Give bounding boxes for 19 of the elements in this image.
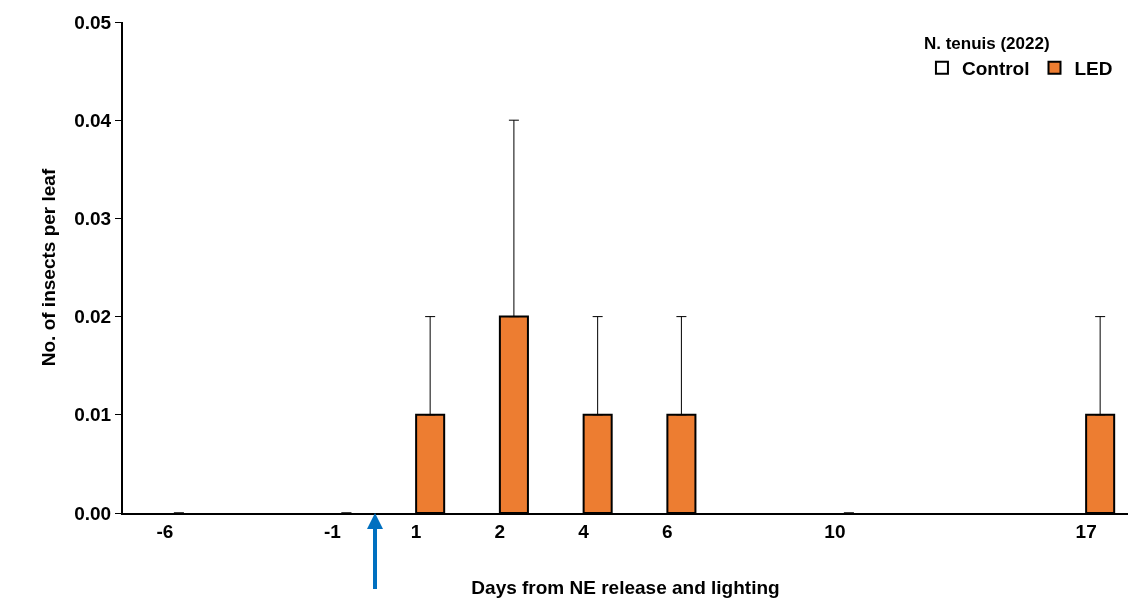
y-axis-title: No. of insects per leaf bbox=[37, 168, 59, 367]
y-tick-label: 0.01 bbox=[74, 404, 112, 426]
x-axis-title: Days from NE release and lighting bbox=[471, 577, 780, 599]
x-tick-label: 6 bbox=[662, 520, 673, 542]
legend-title: N. tenuis (2022) bbox=[923, 34, 1050, 54]
x-tick-label: 4 bbox=[578, 520, 590, 542]
x-tick-label: 10 bbox=[824, 520, 846, 542]
y-tick-label: 0.00 bbox=[74, 502, 112, 524]
x-tick-label: 2 bbox=[494, 520, 506, 542]
x-tick-label: -1 bbox=[323, 520, 342, 542]
x-tick-label: -6 bbox=[156, 520, 174, 542]
x-tick-label: 1 bbox=[410, 520, 422, 542]
legend-label: LED bbox=[1074, 58, 1113, 80]
y-tick-label: 0.04 bbox=[74, 109, 112, 131]
y-tick-label: 0.03 bbox=[74, 208, 112, 230]
x-tick-label: 17 bbox=[1075, 520, 1097, 542]
y-tick-label: 0.05 bbox=[74, 11, 112, 33]
y-tick-label: 0.02 bbox=[74, 306, 112, 328]
legend-label: Control bbox=[961, 58, 1030, 80]
